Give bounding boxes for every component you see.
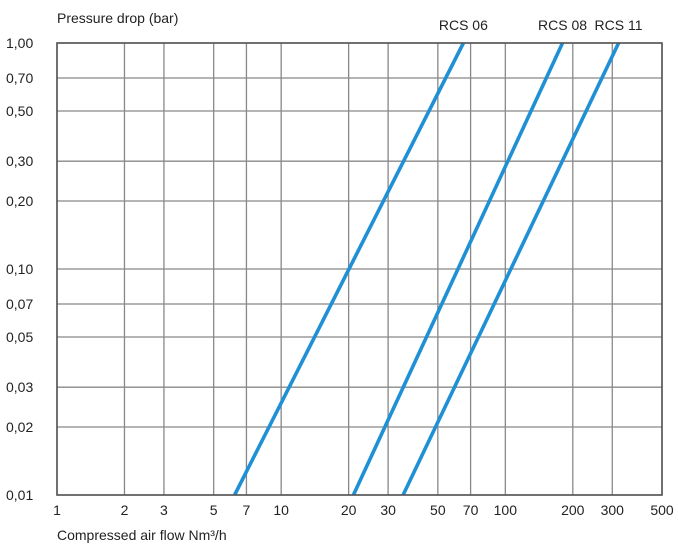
series-line bbox=[401, 42, 621, 496]
y-tick-label: 0,01 bbox=[6, 487, 33, 503]
grid bbox=[56, 42, 663, 496]
series-label: RCS 06 bbox=[439, 17, 488, 33]
x-tick-label: 200 bbox=[561, 502, 585, 518]
plot-frame bbox=[56, 42, 663, 496]
y-tick-label: 0,20 bbox=[6, 193, 33, 209]
y-tick-label: 0,50 bbox=[6, 103, 33, 119]
x-tick-label: 10 bbox=[273, 502, 289, 518]
y-tick-label: 0,10 bbox=[6, 261, 33, 277]
x-tick-label: 1 bbox=[53, 502, 61, 518]
x-tick-labels: 1 2 3 5 7 10 20 30 50 70 100 200 300 500 bbox=[53, 502, 674, 518]
x-tick-label: 3 bbox=[160, 502, 168, 518]
y-tick-label: 0,05 bbox=[6, 329, 33, 345]
x-tick-label: 300 bbox=[601, 502, 625, 518]
series-line bbox=[351, 42, 565, 496]
x-tick-label: 50 bbox=[430, 502, 446, 518]
x-axis-title: Compressed air flow Nm³/h bbox=[57, 527, 227, 543]
y-tick-label: 0,30 bbox=[6, 153, 33, 169]
y-tick-label: 1,00 bbox=[6, 35, 33, 51]
x-tick-label: 500 bbox=[650, 502, 674, 518]
x-tick-label: 30 bbox=[380, 502, 396, 518]
series-lines bbox=[232, 42, 621, 496]
series-label: RCS 11 bbox=[595, 17, 643, 33]
series-line bbox=[232, 42, 466, 496]
series-labels: RCS 06 RCS 08 RCS 11 bbox=[439, 17, 643, 33]
x-tick-label: 5 bbox=[210, 502, 218, 518]
x-tick-label: 7 bbox=[243, 502, 251, 518]
series-label: RCS 08 bbox=[538, 17, 587, 33]
y-tick-label: 0,02 bbox=[6, 419, 33, 435]
y-tick-label: 0,70 bbox=[6, 70, 33, 86]
y-tick-label: 0,07 bbox=[6, 296, 33, 312]
x-tick-label: 20 bbox=[341, 502, 357, 518]
y-tick-labels: 1,00 0,70 0,50 0,30 0,20 0,10 0,07 0,05 0,03 0,02… bbox=[6, 35, 33, 503]
x-tick-label: 2 bbox=[121, 502, 129, 518]
y-tick-label: 0,03 bbox=[6, 379, 33, 395]
x-tick-label: 70 bbox=[463, 502, 479, 518]
x-tick-label: 100 bbox=[494, 502, 518, 518]
y-axis-title: Pressure drop (bar) bbox=[57, 10, 178, 26]
